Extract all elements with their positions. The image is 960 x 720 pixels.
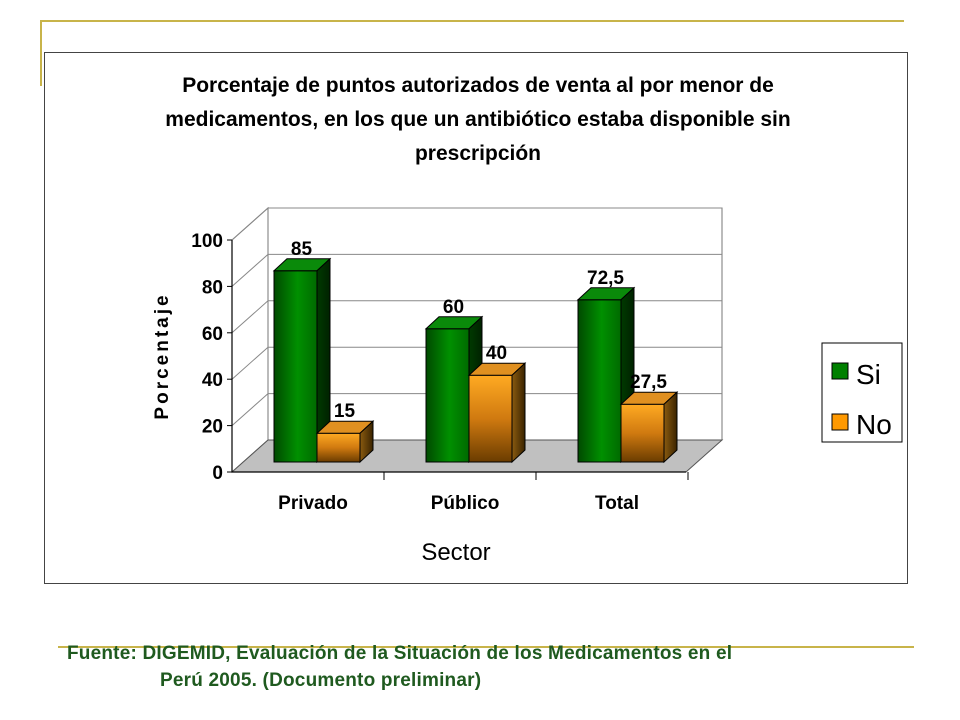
x-axis-ticks: Privado Público Total	[278, 472, 689, 514]
gridline-side	[231, 393, 269, 426]
data-label: 40	[486, 343, 507, 364]
y-tick-label: 80	[202, 277, 223, 298]
x-tick-label: Público	[431, 493, 500, 514]
data-label: 60	[443, 297, 464, 318]
y-tick-label: 0	[212, 463, 223, 484]
legend-swatch-si	[831, 362, 849, 380]
legend-label-si: Si	[856, 359, 881, 390]
y-axis-label: Porcentaje	[152, 292, 173, 419]
bar-no-0: 15	[315, 401, 375, 464]
plot-side-wall	[231, 206, 269, 474]
data-label: 27,5	[630, 372, 667, 393]
y-tick-label: 20	[202, 417, 223, 438]
data-label: 15	[334, 401, 356, 422]
bar-chart: Porcentaje de puntos autorizados de vent…	[152, 74, 903, 566]
bar-no-2: 27,5	[619, 372, 679, 464]
source-line-1: Fuente: DIGEMID, Evaluación de la Situac…	[67, 643, 733, 664]
source-note: Fuente: DIGEMID, Evaluación de la Situac…	[67, 640, 947, 694]
bars: 85 15 60 40 72,5 27,5	[272, 239, 679, 464]
data-label: 72,5	[587, 268, 624, 289]
y-tick-label: 100	[191, 231, 223, 252]
bar-no-1: 40	[467, 343, 527, 464]
y-tick-label: 60	[202, 324, 223, 345]
y-axis-ticks: 0 20 40 60 80 100	[191, 231, 232, 484]
left-rule	[40, 20, 42, 86]
source-line-2: Perú 2005. (Documento preliminar)	[160, 670, 482, 691]
gridline-side	[231, 254, 269, 287]
top-rule	[40, 20, 904, 22]
x-tick-label: Total	[595, 493, 639, 514]
bottom-rule	[58, 646, 914, 648]
x-tick-label: Privado	[278, 493, 348, 514]
chart-title-line-3: prescripción	[415, 142, 541, 165]
legend-label-no: No	[856, 409, 892, 440]
legend-swatch-no	[831, 413, 849, 431]
gridline-side	[231, 207, 269, 241]
gridline-side	[231, 300, 269, 334]
x-axis-label: Sector	[421, 539, 490, 566]
data-label: 85	[291, 239, 313, 260]
chart-title-line-2: medicamentos, en los que un antibiótico …	[165, 108, 790, 131]
y-tick-label: 40	[202, 370, 223, 391]
gridline-side	[231, 346, 269, 380]
chart-title-line-1: Porcentaje de puntos autorizados de vent…	[182, 74, 774, 97]
